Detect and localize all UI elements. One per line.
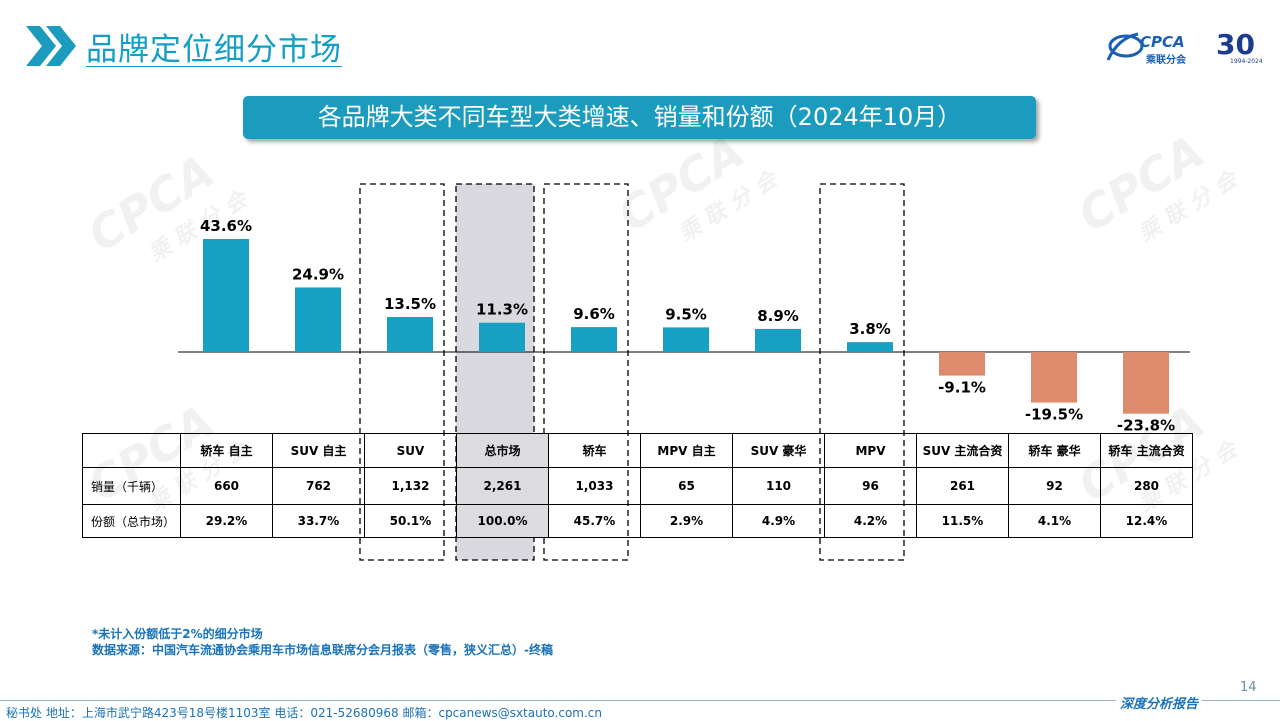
- table-cell: 12.4%: [1100, 504, 1193, 538]
- data-source: 数据来源：中国汽车流通协会乘用车市场信息联席分会月报表（零售，狭义汇总）-终稿: [92, 643, 553, 657]
- column-header: SUV 自主: [272, 433, 365, 468]
- bar: [1031, 352, 1077, 403]
- page-number: 14: [1240, 680, 1257, 695]
- data-label: 24.9%: [292, 265, 344, 283]
- bar: [387, 317, 433, 352]
- table-cell: 4.1%: [1008, 504, 1101, 538]
- table-cell: 1,033: [548, 467, 641, 505]
- page-title: 品牌定位细分市场: [86, 32, 342, 68]
- data-label: -19.5%: [1025, 406, 1083, 424]
- chevron-icon: [26, 26, 76, 66]
- data-table: 轿车 自主 SUV 自主 SUV 总市场 轿车 MPV 自主 SUV 豪华 MPV SUV 主流…: [82, 433, 1193, 538]
- column-header: SUV 主流合资: [916, 433, 1009, 468]
- table-cell: 4.9%: [732, 504, 825, 538]
- bar: [1123, 352, 1169, 414]
- cpca-logo: CPCA 乘联分会 30 1994-2024: [1104, 28, 1264, 68]
- bar: [847, 342, 893, 352]
- table-corner-cell: [82, 433, 181, 468]
- table-header-row: 轿车 自主 SUV 自主 SUV 总市场 轿车 MPV 自主 SUV 豪华 MPV SUV 主流…: [82, 433, 1193, 468]
- table-cell: 45.7%: [548, 504, 641, 538]
- table-cell: 33.7%: [272, 504, 365, 538]
- bar: [203, 239, 249, 352]
- data-label: 13.5%: [384, 295, 436, 313]
- data-label: 11.3%: [476, 301, 528, 319]
- bar: [295, 287, 341, 352]
- column-header: 轿车 自主: [180, 433, 273, 468]
- column-header: MPV: [824, 433, 917, 468]
- footnote: *未计入份额低于2%的细分市场: [92, 627, 263, 641]
- table-cell: 762: [272, 467, 365, 505]
- table-cell: 92: [1008, 467, 1101, 505]
- table-cell: 1,132: [364, 467, 457, 505]
- column-header: 轿车 主流合资: [1100, 433, 1193, 468]
- column-header: 总市场: [456, 433, 549, 468]
- table-cell: 280: [1100, 467, 1193, 505]
- bar: [571, 327, 617, 352]
- table-cell: 96: [824, 467, 917, 505]
- data-label: 9.6%: [573, 305, 615, 323]
- column-header: SUV: [364, 433, 457, 468]
- table-cell: 110: [732, 467, 825, 505]
- dashed-group-box: [819, 183, 905, 561]
- column-header: 轿车: [548, 433, 641, 468]
- data-label: -23.8%: [1117, 417, 1175, 435]
- table-cell: 50.1%: [364, 504, 457, 538]
- data-label: 3.8%: [849, 320, 891, 338]
- table-cell: 11.5%: [916, 504, 1009, 538]
- table-cell: 2,261: [456, 467, 549, 505]
- bar: [939, 352, 985, 376]
- column-header: 轿车 豪华: [1008, 433, 1101, 468]
- footer-divider: [0, 700, 1280, 701]
- table-cell: 29.2%: [180, 504, 273, 538]
- data-label: 43.6%: [200, 217, 252, 235]
- data-label: 8.9%: [757, 307, 799, 325]
- table-cell: 660: [180, 467, 273, 505]
- table-cell: 4.2%: [824, 504, 917, 538]
- footer-contact: 秘书处 地址：上海市武宁路423号18号楼1103室 电话：021-526809…: [6, 706, 603, 720]
- data-label: -9.1%: [938, 379, 986, 397]
- column-header: MPV 自主: [640, 433, 733, 468]
- table-cell: 65: [640, 467, 733, 505]
- table-row-share: 份额（总市场） 29.2% 33.7% 50.1% 100.0% 45.7% 2.9% 4.…: [82, 504, 1193, 538]
- table-cell: 261: [916, 467, 1009, 505]
- bar: [755, 328, 801, 352]
- dashed-group-box: [359, 183, 445, 561]
- bar: [479, 322, 525, 352]
- row-label: 份额（总市场）: [82, 504, 181, 538]
- bar: [663, 327, 709, 352]
- table-cell: 100.0%: [456, 504, 549, 538]
- chart-title: 各品牌大类不同车型大类增速、销量和份额（2024年10月）: [243, 96, 1036, 139]
- column-header: SUV 豪华: [732, 433, 825, 468]
- dashed-group-box: [543, 183, 629, 561]
- table-row-sales: 销量（千辆） 660 762 1,132 2,261 1,033 65 110 96 261 92…: [82, 467, 1193, 505]
- footer-tag: 深度分析报告: [1116, 693, 1203, 712]
- table-cell: 2.9%: [640, 504, 733, 538]
- data-label: 9.5%: [665, 305, 707, 323]
- row-label: 销量（千辆）: [82, 467, 181, 505]
